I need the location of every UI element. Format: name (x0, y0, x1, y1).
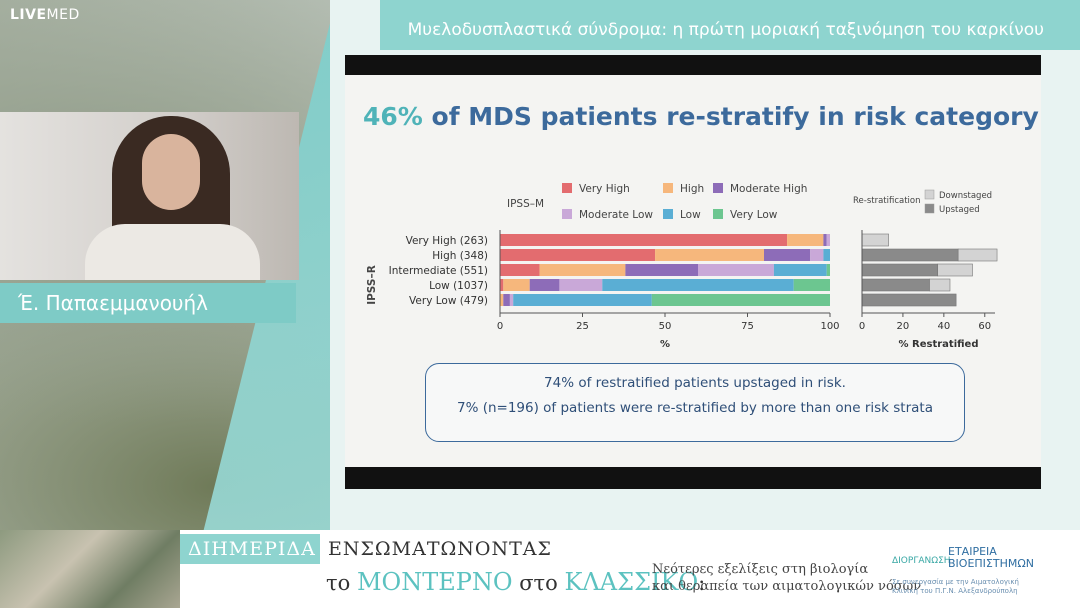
bar-segment (764, 249, 811, 261)
side-x-tick-label: 40 (937, 321, 950, 332)
bar-segment (823, 249, 830, 261)
summary-line-multistrata: 7% (n=196) of patients were re-stratifie… (457, 400, 933, 416)
bar-segment (826, 234, 830, 246)
bar-segment (529, 279, 560, 291)
bar-segment (826, 264, 830, 276)
event-title-line1: ΕΝΣΩΜΑΤΩΝΟΝΤΑΣ (328, 538, 552, 560)
speaker-video (0, 112, 299, 280)
slide-heading: 46% of MDS patients re-stratify in risk … (363, 102, 1039, 131)
bar-segment (810, 249, 824, 261)
dihmerida-label: ΔΙΗΜΕΡΙΔΑ (188, 538, 316, 560)
restratification-chart: IPSS–M Very High High Moderate High Moderate… (366, 183, 998, 350)
category-label: Very Low (479) (409, 295, 488, 307)
side-x-axis-label: % Restratified (899, 339, 979, 350)
footer-banner: ΔΙΗΜΕΡΙΔΑ ΕΝΣΩΜΑΤΩΝΟΝΤΑΣ το ΜΟΝΤΕΡΝΟ στο… (0, 530, 1080, 608)
legend-swatch (713, 209, 723, 219)
bar-segment (500, 294, 504, 306)
category-label: Very High (263) (406, 235, 488, 247)
bar-segment (651, 294, 830, 306)
livemed-logo: LIVEMED (10, 7, 80, 23)
speaker-face (142, 134, 200, 210)
x-tick-label: 100 (820, 321, 839, 332)
event-subtitle-1: Νεότερες εξελίξεις στη βιολογία (652, 562, 869, 577)
event-title-line2: το ΜΟΝΤΕΡΝΟ στο ΚΛΑΣΣΙΚΟ: (326, 568, 706, 596)
side-legend-label: Upstaged (939, 205, 980, 215)
bar-segment (698, 264, 774, 276)
bar-segment (500, 264, 540, 276)
legend-swatch (562, 183, 572, 193)
side-bar-segment (861, 278, 930, 292)
speaker-name-bar: Έ. Παπαεμμανουήλ (0, 283, 296, 323)
bar-segment (500, 279, 504, 291)
legend-swatch (562, 209, 572, 219)
legend-swatch (663, 209, 673, 219)
side-bar-segment (937, 263, 973, 277)
legend-label: Moderate High (730, 183, 807, 195)
bar-segment (559, 279, 603, 291)
bar-segment (773, 264, 827, 276)
legend-swatch (663, 183, 673, 193)
x-tick-label: 0 (497, 321, 503, 332)
bar-segment (539, 264, 626, 276)
bar-segment (625, 264, 698, 276)
footer-painting (0, 530, 180, 608)
legend-label: Low (680, 209, 701, 221)
organizer-collab: Σε συνεργασία με την Αιματολογική Κλινική… (892, 578, 1019, 595)
bar-segment (513, 294, 652, 306)
bar-segment (787, 234, 824, 246)
legend-label: Very High (579, 183, 630, 195)
side-bar-segment (861, 248, 959, 262)
x-tick-label: 25 (576, 321, 589, 332)
legend-swatch (713, 183, 723, 193)
bar-segment (509, 294, 514, 306)
session-title: Μυελοδυσπλαστικά σύνδρομα: η πρώτη μορια… (407, 20, 1044, 40)
side-bar-segment (861, 263, 939, 277)
slide-content: 46% of MDS patients re-stratify in risk … (345, 75, 1041, 467)
category-label: Low (1037) (429, 280, 488, 292)
bar-segment (793, 279, 830, 291)
legend-title: IPSS–M (507, 198, 544, 210)
side-x-tick-label: 0 (859, 321, 865, 332)
organizer-name: ΕΤΑΙΡΕΙΑ ΒΙΟΕΠΙΣΤΗΜΩΝ (948, 545, 1034, 570)
x-axis-label: % (660, 339, 670, 350)
bar-segment (500, 234, 788, 246)
side-legend-title: Re-stratification (853, 196, 921, 206)
title-band (380, 0, 1080, 50)
side-x-tick-label: 60 (978, 321, 991, 332)
side-x-tick-label: 20 (897, 321, 910, 332)
presentation-slide: 46% of MDS patients re-stratify in risk … (345, 55, 1041, 489)
x-tick-label: 75 (741, 321, 754, 332)
speaker-body (85, 224, 260, 280)
legend-label: Very Low (730, 209, 778, 221)
legend-label: High (680, 183, 704, 195)
side-legend-swatch (924, 203, 935, 214)
bar-segment (823, 234, 827, 246)
bar-segment (655, 249, 764, 261)
side-bar-segment (957, 248, 998, 262)
event-subtitle-2: και θεραπεία των αιματολογικών νόσων (652, 579, 922, 594)
x-tick-label: 50 (659, 321, 672, 332)
side-legend-label: Downstaged (939, 191, 992, 201)
bar-segment (503, 294, 510, 306)
bar-segment (503, 279, 530, 291)
side-legend-swatch (924, 189, 935, 200)
summary-box: 74% of restratified patients upstaged in… (425, 363, 965, 442)
side-bar-segment (929, 278, 951, 292)
dihmerida-label-bg (180, 534, 320, 564)
summary-line-upstaged: 74% of restratified patients upstaged in… (544, 375, 846, 391)
side-bar-segment (861, 233, 889, 247)
bar-segment (500, 249, 656, 261)
speaker-name: Έ. Παπαεμμανουήλ (18, 291, 209, 315)
category-label: High (348) (432, 250, 488, 262)
organizer-label: ΔΙΟΡΓΑΝΩΣΗ (892, 556, 951, 566)
legend-label: Moderate Low (579, 209, 653, 221)
side-bar-segment (861, 293, 957, 307)
bar-segment (602, 279, 794, 291)
category-label: Intermediate (551) (389, 265, 488, 277)
y-axis-label: IPSS–R (366, 265, 378, 305)
